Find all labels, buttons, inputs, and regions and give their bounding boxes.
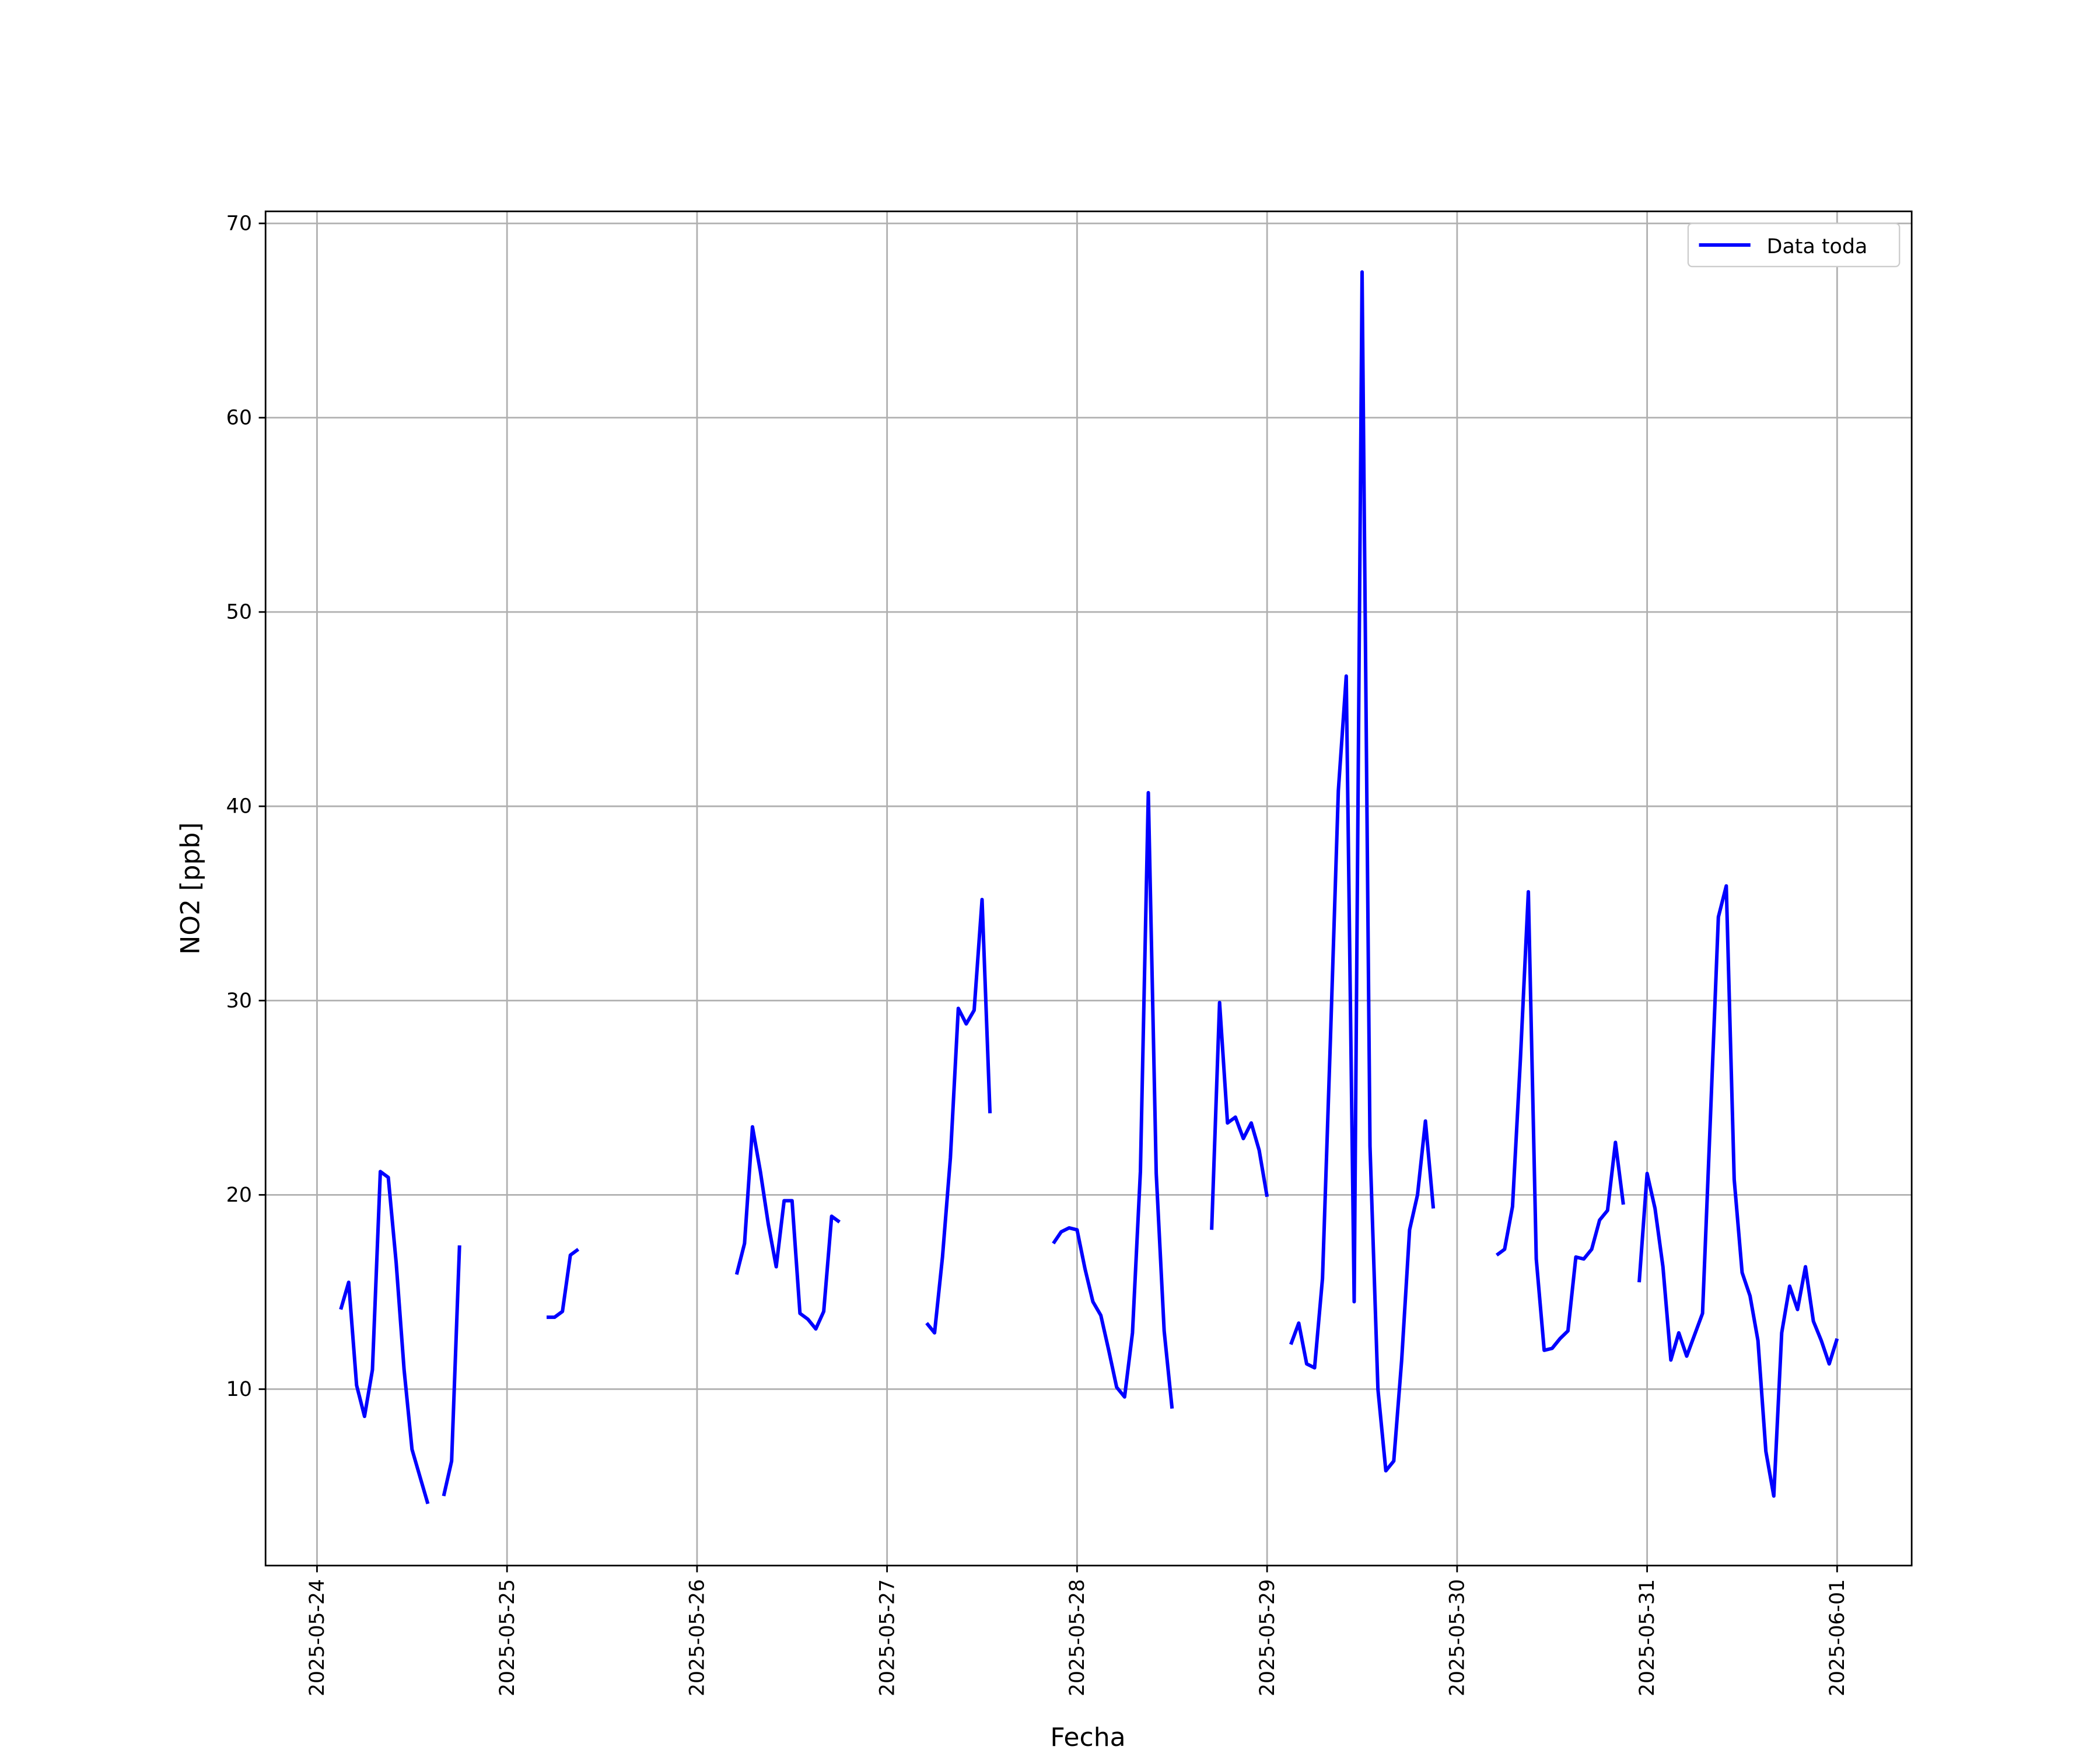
plot-frame	[264, 210, 1913, 1567]
y-tick-label: 60	[226, 407, 252, 430]
x-axis-label: Fecha	[1050, 1723, 1125, 1750]
x-tick-label: 2025-05-25	[496, 1579, 519, 1696]
x-tick-label: 2025-05-28	[1066, 1579, 1089, 1696]
y-axis-label: NO2 [ppb]	[176, 822, 205, 955]
x-tick-label: 2025-05-26	[685, 1579, 709, 1696]
x-tick-label: 2025-05-31	[1636, 1579, 1659, 1696]
legend-label: Data toda	[1767, 235, 1868, 258]
y-tick-label: 50	[226, 601, 252, 624]
x-tick-label: 2025-05-24	[306, 1579, 329, 1696]
y-tick-label: 30	[226, 989, 252, 1013]
x-tick-label: 2025-05-30	[1446, 1579, 1469, 1696]
x-tick-label: 2025-06-01	[1826, 1579, 1849, 1696]
y-tick-label: 20	[226, 1184, 252, 1207]
x-tick-label: 2025-05-29	[1256, 1579, 1279, 1696]
y-tick-label: 40	[226, 795, 252, 818]
legend-box	[1687, 222, 1901, 268]
legend: Data toda	[1687, 222, 1901, 268]
data-line	[339, 270, 1839, 1504]
x-tick-label: 2025-05-27	[876, 1579, 899, 1696]
y-tick-label: 10	[226, 1378, 252, 1401]
y-tick-label: 70	[226, 212, 252, 236]
